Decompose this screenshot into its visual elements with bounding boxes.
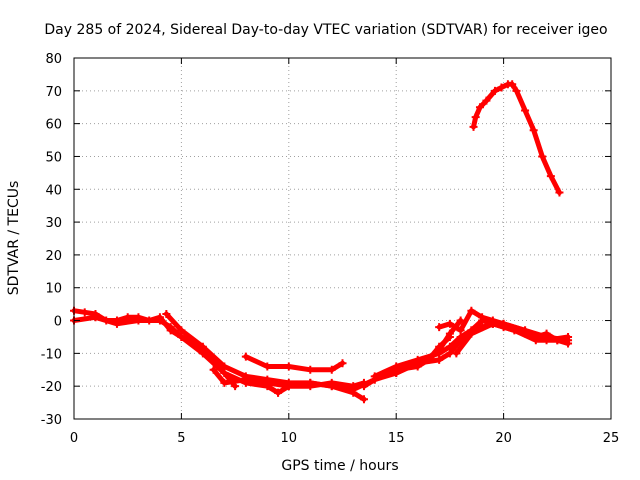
data-point xyxy=(263,378,272,387)
data-point xyxy=(546,172,555,181)
data-point xyxy=(445,319,454,328)
y-tick-label: 10 xyxy=(45,282,62,297)
data-point xyxy=(435,355,444,364)
data-point xyxy=(542,329,551,338)
data-point xyxy=(306,365,315,374)
data-point xyxy=(497,83,506,92)
data-point xyxy=(452,349,461,358)
data-point xyxy=(338,359,347,368)
data-point xyxy=(553,336,562,345)
label-layer: -30 -20 -10 0 10 20 30 40 50 60 70 80 0 5 10 15 20 25 xyxy=(41,52,620,446)
data-point xyxy=(510,326,519,335)
y-tick-label: 80 xyxy=(45,52,62,67)
data-point xyxy=(209,365,218,374)
x-tick-label: 20 xyxy=(495,431,512,446)
data-point xyxy=(220,378,229,387)
x-tick-label: 0 xyxy=(70,431,78,446)
data-point xyxy=(241,352,250,361)
tick-layer xyxy=(73,57,612,420)
data-point xyxy=(491,86,500,95)
data-point xyxy=(274,388,283,397)
data-point xyxy=(284,382,293,391)
data-point xyxy=(220,362,229,371)
series-layer xyxy=(70,80,573,404)
y-tick-label: 50 xyxy=(45,150,62,165)
x-tick-label: 10 xyxy=(281,431,298,446)
data-point xyxy=(538,152,547,161)
data-point xyxy=(91,313,100,322)
data-point xyxy=(134,316,143,325)
data-point xyxy=(555,188,564,197)
data-point xyxy=(263,362,272,371)
data-point xyxy=(284,362,293,371)
y-tick-label: -10 xyxy=(41,347,62,362)
y-tick-label: 30 xyxy=(45,216,62,231)
x-tick-label: 25 xyxy=(603,431,620,446)
data-point xyxy=(488,319,497,328)
chart-title: Day 285 of 2024, Sidereal Day-to-day VTE… xyxy=(44,22,607,38)
data-point xyxy=(198,342,207,351)
data-point xyxy=(475,103,484,112)
data-point xyxy=(467,306,476,315)
data-point xyxy=(521,106,530,115)
y-tick-label: 70 xyxy=(45,85,62,100)
plot-frame xyxy=(73,57,612,420)
data-point xyxy=(435,323,444,332)
data-point xyxy=(80,308,89,317)
y-tick-label: 60 xyxy=(45,118,62,133)
y-tick-label: 20 xyxy=(45,249,62,264)
data-point xyxy=(241,375,250,384)
data-point xyxy=(392,369,401,378)
data-point xyxy=(306,378,315,387)
data-point xyxy=(512,86,521,95)
y-axis-label: SDTVAR / TECUs xyxy=(6,181,22,296)
series-trace-j xyxy=(436,308,571,346)
x-tick-label: 15 xyxy=(388,431,405,446)
x-tick-label: 5 xyxy=(177,431,185,446)
data-point xyxy=(166,323,175,332)
data-point xyxy=(162,309,171,318)
y-tick-label: 0 xyxy=(54,315,62,330)
data-point xyxy=(155,316,164,325)
data-point xyxy=(413,359,422,368)
data-point xyxy=(467,329,476,338)
data-point xyxy=(469,122,478,131)
data-point xyxy=(359,382,368,391)
data-point xyxy=(112,319,121,328)
series-trace-e xyxy=(243,354,345,373)
data-point xyxy=(508,80,517,89)
data-point xyxy=(327,382,336,391)
data-point xyxy=(349,385,358,394)
grid-layer xyxy=(74,58,611,419)
data-point xyxy=(529,126,538,135)
data-point xyxy=(177,326,186,335)
data-point xyxy=(456,326,465,335)
data-point xyxy=(478,313,487,322)
data-point xyxy=(370,372,379,381)
data-point xyxy=(531,336,540,345)
data-point xyxy=(482,96,491,105)
data-point xyxy=(327,365,336,374)
y-tick-label: -30 xyxy=(41,413,62,428)
x-axis-label: GPS time / hours xyxy=(281,458,398,474)
data-point xyxy=(471,113,480,122)
y-tick-label: -20 xyxy=(41,380,62,395)
y-tick-label: 40 xyxy=(45,183,62,198)
data-point xyxy=(445,329,454,338)
data-point xyxy=(564,339,573,348)
data-point xyxy=(359,395,368,404)
